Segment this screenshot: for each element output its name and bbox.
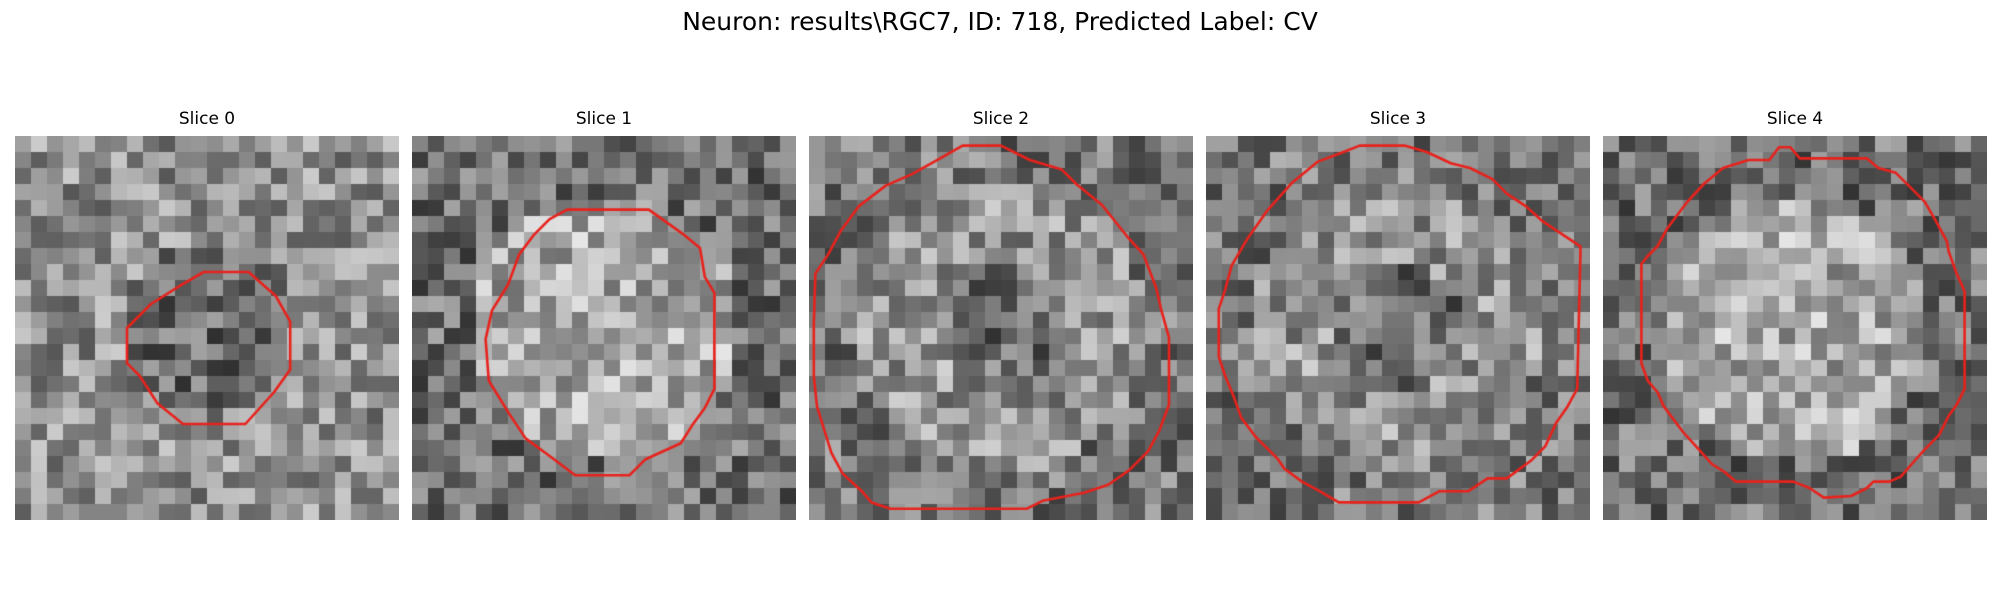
slice-image [15, 136, 399, 520]
slice-title: Slice 1 [412, 108, 796, 130]
slice-title: Slice 3 [1206, 108, 1590, 130]
slice-panel-4: Slice 4 [1603, 106, 1987, 526]
slice-panel-1: Slice 1 [412, 106, 796, 526]
slice-panel-2: Slice 2 [809, 106, 1193, 526]
slice-title: Slice 2 [809, 108, 1193, 130]
slice-image [1206, 136, 1590, 520]
slice-title: Slice 0 [15, 108, 399, 130]
slice-panel-3: Slice 3 [1206, 106, 1590, 526]
slice-title: Slice 4 [1603, 108, 1987, 130]
slice-image [412, 136, 796, 520]
slice-panel-0: Slice 0 [15, 106, 399, 526]
slice-image [1603, 136, 1987, 520]
figure-title: Neuron: results\RGC7, ID: 718, Predicted… [0, 6, 2000, 38]
slice-image [809, 136, 1193, 520]
